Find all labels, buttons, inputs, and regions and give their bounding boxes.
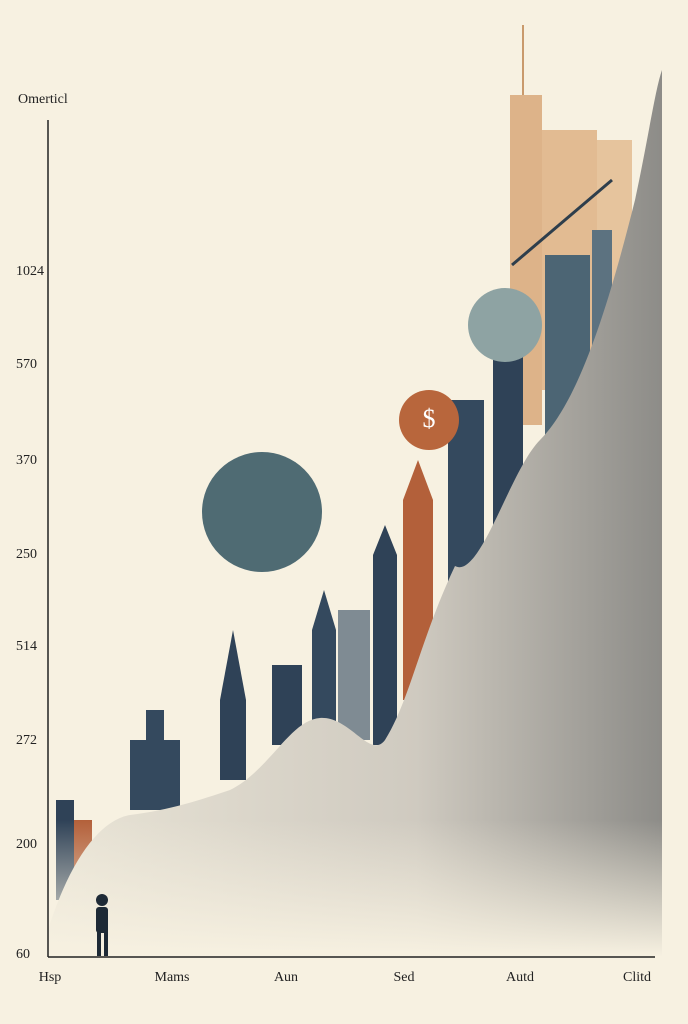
y-label: 272 (16, 733, 37, 748)
person (96, 894, 108, 956)
x-label: Clitd (623, 970, 651, 985)
y-label: 60 (16, 947, 30, 962)
y-label: 570 (16, 357, 37, 372)
y-label: 514 (16, 639, 37, 654)
x-label: Sed (394, 970, 415, 985)
x-label: Mams (155, 970, 190, 985)
y-axis-title: Omerticl (18, 92, 68, 107)
y-label: 1024 (16, 264, 44, 279)
fade (48, 820, 663, 957)
x-label: Hsp (39, 970, 62, 985)
badge: $ (423, 404, 436, 433)
x-label: Aun (274, 970, 298, 985)
y-label: 200 (16, 837, 37, 852)
y-label: 250 (16, 547, 37, 562)
area-shape (48, 70, 662, 957)
x-label: Autd (506, 970, 534, 985)
y-label: 370 (16, 453, 37, 468)
